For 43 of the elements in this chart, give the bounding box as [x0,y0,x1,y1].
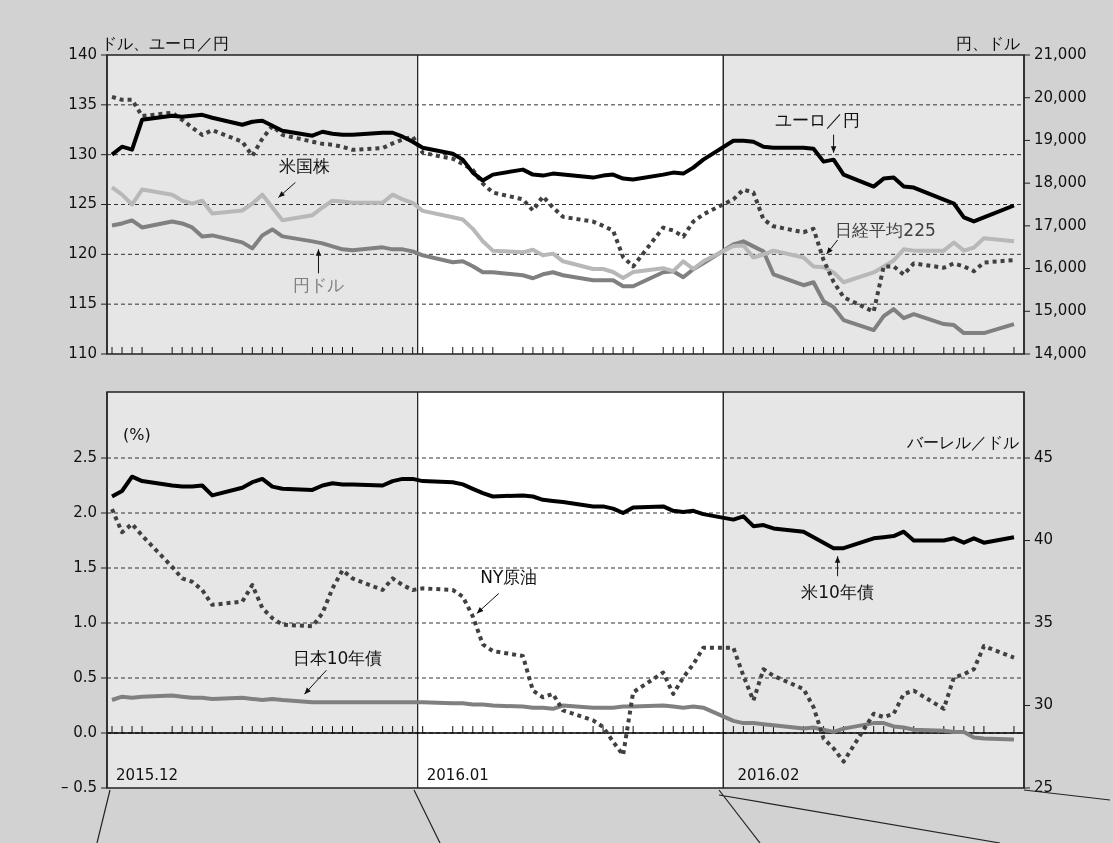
line-series [110,94,1016,314]
y-axis-title: (%) [123,425,151,445]
x-tick-label: 2015.12 [116,766,179,785]
y-tick-label: 140 [68,44,97,63]
y-tick-label: 130 [68,144,97,163]
y2-tick-label: 35 [1034,612,1054,631]
y-tick-label: 115 [68,294,97,313]
y-tick-label: – 0.5 [60,777,97,796]
y-tick-label: 125 [68,194,97,213]
y-tick-label: 2.5 [73,447,97,466]
y-tick-label: 0.0 [73,722,97,741]
y2-axis-title: 円、ドル [956,34,1020,54]
series-label: 日本10年債 [292,647,383,668]
y2-tick-label: 20,000 [1034,87,1087,106]
series-label: 日経平均225 [835,220,936,241]
y2-tick-label: 30 [1034,695,1054,714]
y-axis-title: ドル、ユーロ／円 [101,34,229,54]
text: 米10年債 [801,581,874,602]
y2-tick-label: 16,000 [1034,258,1087,277]
y2-tick-label: 25 [1034,777,1054,796]
y-tick-label: 110 [68,343,97,362]
series-label: 米国株 [278,155,330,176]
y2-tick-label: 45 [1034,447,1054,466]
x-tick-label: 2016.01 [426,766,489,785]
series-label: ユーロ／円 [775,110,861,131]
y-tick-label: 135 [68,94,97,113]
y2-tick-label: 17,000 [1034,215,1087,234]
y2-axis-title: バーレル／ドル [906,433,1019,453]
y-tick-label: 0.5 [73,667,97,686]
y2-tick-label: 21,000 [1034,44,1087,63]
line-series [110,507,1016,764]
y2-tick-label: 40 [1034,530,1054,549]
series-label: NY原油 [480,566,538,587]
y-tick-label: 1.0 [73,612,97,631]
y-tick-label: 1.5 [73,557,97,576]
y2-tick-label: 18,000 [1034,173,1087,192]
y-tick-label: 120 [68,244,97,263]
y2-tick-label: 15,000 [1034,301,1087,320]
y-tick-label: 2.0 [73,502,97,521]
y2-tick-label: 19,000 [1034,130,1087,149]
y2-tick-label: 14,000 [1034,343,1087,362]
series-label: 円ドル [292,274,344,295]
x-tick-label: 2016.02 [737,766,800,785]
